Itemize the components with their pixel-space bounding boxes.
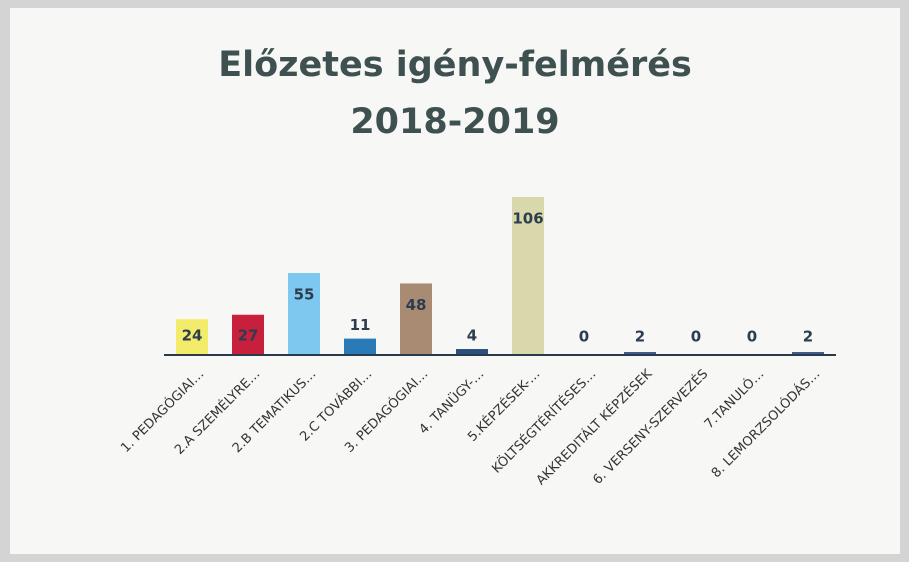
data-label: 106 <box>512 209 543 227</box>
data-label: 55 <box>294 286 315 304</box>
bar <box>400 283 432 355</box>
bar <box>232 314 264 355</box>
data-label: 0 <box>579 328 589 346</box>
data-label: 2 <box>803 328 813 346</box>
bar <box>344 338 376 355</box>
bar <box>624 352 656 355</box>
data-label: 2 <box>635 328 645 346</box>
data-label: 4 <box>467 327 477 345</box>
data-label: 48 <box>406 296 427 314</box>
bar <box>456 349 488 355</box>
chart-title: Előzetes igény-felmérés <box>218 45 692 85</box>
chart-title: 2018-2019 <box>350 102 559 142</box>
bar <box>176 319 208 355</box>
bar <box>288 273 320 355</box>
data-label: 27 <box>238 327 259 345</box>
data-label: 0 <box>691 328 701 346</box>
bar <box>792 352 824 355</box>
data-label: 0 <box>747 328 757 346</box>
bar <box>512 196 544 355</box>
data-label: 11 <box>350 316 371 334</box>
chart-background <box>10 8 900 554</box>
data-label: 24 <box>182 327 203 345</box>
